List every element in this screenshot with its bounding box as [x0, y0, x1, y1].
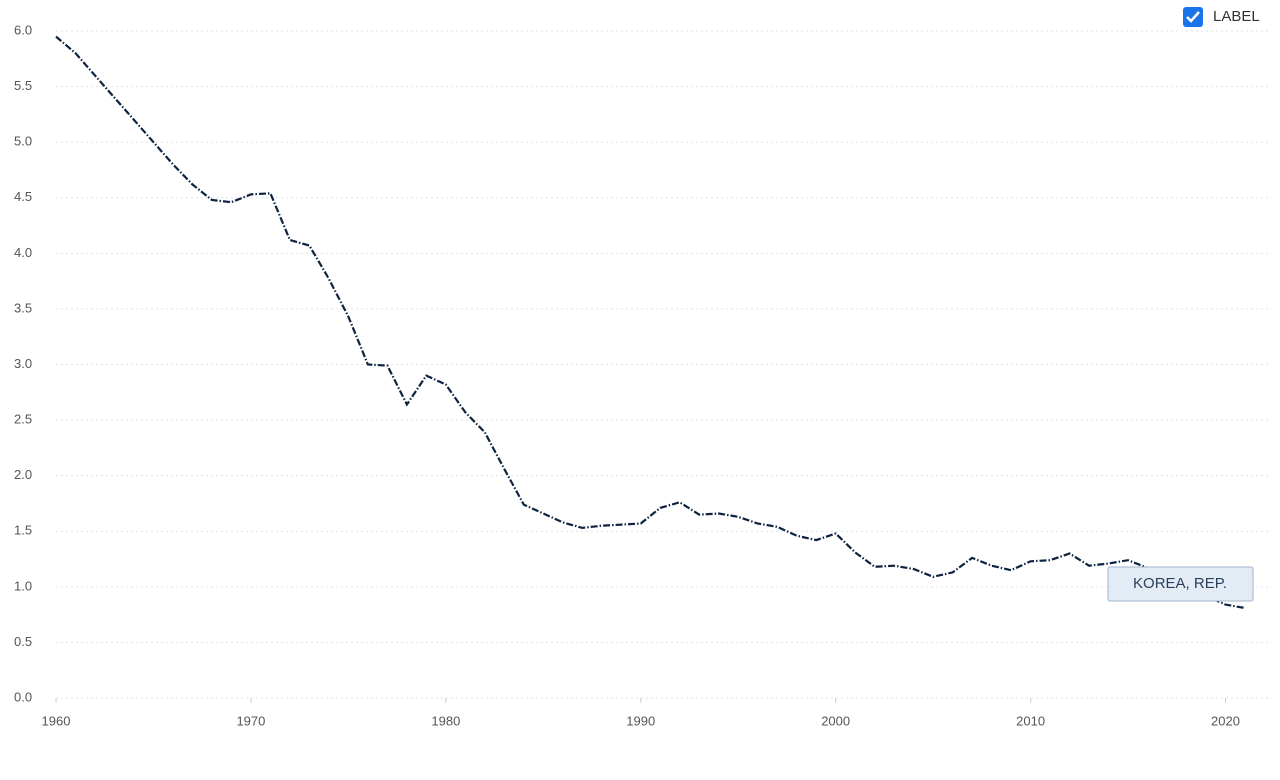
y-tick-label: 2.5: [14, 412, 32, 427]
y-tick-label: 6.0: [14, 22, 32, 37]
y-tick-label: 3.0: [14, 356, 32, 371]
y-tick-label: 2.0: [14, 467, 32, 482]
y-tick-label: 3.5: [14, 300, 32, 315]
y-tick-label: 4.0: [14, 245, 32, 260]
y-tick-label: 5.5: [14, 78, 32, 93]
legend[interactable]: LABEL: [1183, 7, 1260, 27]
check-icon: [1186, 11, 1200, 23]
y-tick-label: 0.0: [14, 689, 32, 704]
y-tick-label: 5.0: [14, 134, 32, 149]
y-tick-label: 1.0: [14, 578, 32, 593]
y-tick-label: 1.5: [14, 523, 32, 538]
x-tick-label: 1990: [626, 713, 655, 728]
x-tick-label: 2020: [1211, 713, 1240, 728]
series-tag: KOREA, REP.: [1107, 566, 1254, 602]
y-tick-label: 0.5: [14, 634, 32, 649]
data-line: [55, 35, 1246, 610]
series-tag-box: [1107, 566, 1254, 602]
x-tick-label: 2000: [821, 713, 850, 728]
series-tag-label: KOREA, REP.: [1133, 575, 1227, 592]
y-tick-label: 4.5: [14, 189, 32, 204]
x-tick-label: 1970: [236, 713, 265, 728]
x-tick-label: 1980: [431, 713, 460, 728]
x-tick-label: 1960: [42, 713, 71, 728]
x-tick-label: 2010: [1016, 713, 1045, 728]
legend-label[interactable]: LABEL: [1213, 8, 1260, 25]
